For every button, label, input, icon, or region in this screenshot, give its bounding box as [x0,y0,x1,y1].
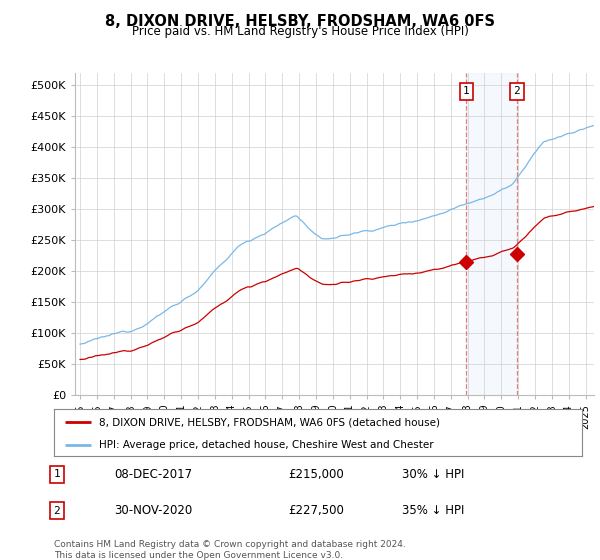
Text: 30-NOV-2020: 30-NOV-2020 [114,504,192,517]
Text: £227,500: £227,500 [288,504,344,517]
Text: 2: 2 [514,86,520,96]
Text: 8, DIXON DRIVE, HELSBY, FRODSHAM, WA6 0FS: 8, DIXON DRIVE, HELSBY, FRODSHAM, WA6 0F… [105,14,495,29]
Text: 1: 1 [463,86,470,96]
Text: 1: 1 [53,469,61,479]
Text: 8, DIXON DRIVE, HELSBY, FRODSHAM, WA6 0FS (detached house): 8, DIXON DRIVE, HELSBY, FRODSHAM, WA6 0F… [99,417,440,427]
Text: £215,000: £215,000 [288,468,344,481]
Text: 08-DEC-2017: 08-DEC-2017 [114,468,192,481]
Bar [466,73,517,395]
Text: Contains HM Land Registry data © Crown copyright and database right 2024.
This d: Contains HM Land Registry data © Crown c… [54,540,406,560]
Text: Price paid vs. HM Land Registry's House Price Index (HPI): Price paid vs. HM Land Registry's House … [131,25,469,38]
Text: 30% ↓ HPI: 30% ↓ HPI [402,468,464,481]
Text: 35% ↓ HPI: 35% ↓ HPI [402,504,464,517]
Text: HPI: Average price, detached house, Cheshire West and Chester: HPI: Average price, detached house, Ches… [99,440,434,450]
Text: 2: 2 [53,506,61,516]
